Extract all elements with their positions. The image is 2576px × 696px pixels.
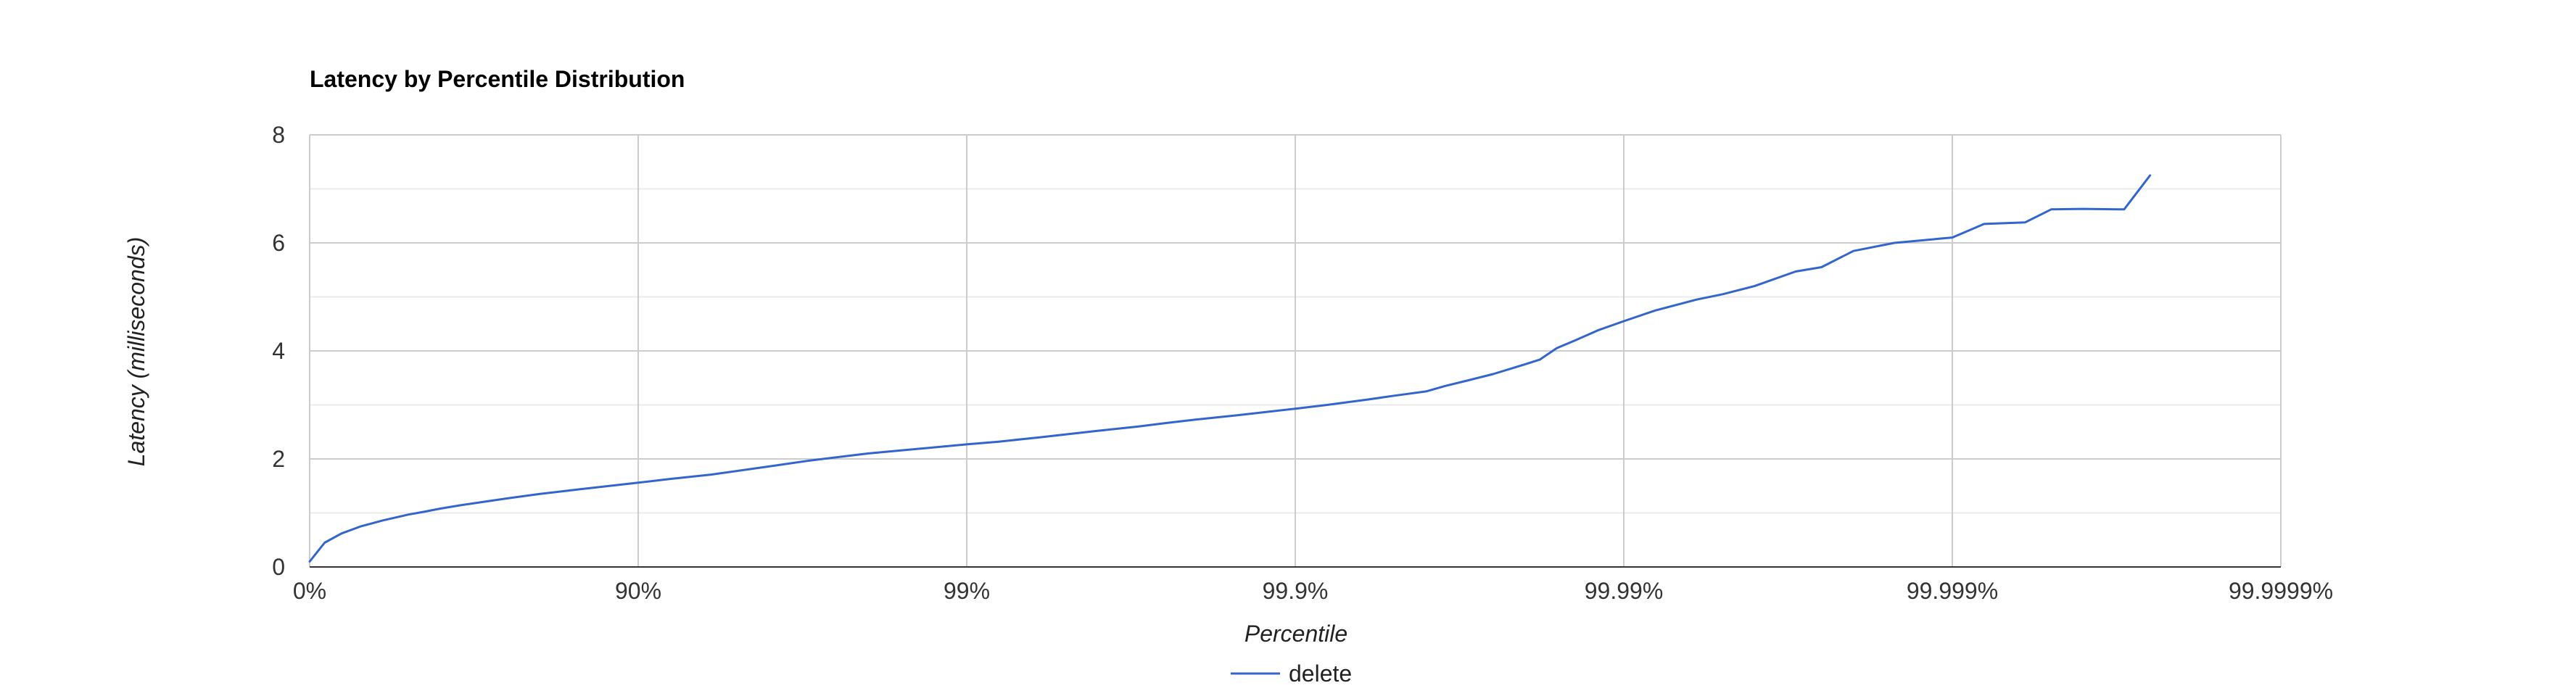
gridlines [309, 134, 2282, 567]
tick-labels: 0 2 4 6 8 0% 90% 99% 99.9% 99.99% 99.999% 99.9999% [272, 122, 2333, 604]
chart-title: Latency by Percentile Distribution [310, 66, 685, 92]
y-axis-title: Latency (milliseconds) [123, 237, 149, 467]
x-tick-label: 99.9% [1263, 578, 1329, 604]
legend[interactable]: delete [1231, 660, 1352, 687]
series-line-delete [308, 174, 2152, 563]
x-tick-label: 0% [293, 578, 326, 604]
y-tick-label: 0 [272, 554, 285, 580]
x-tick-label: 99.999% [1907, 578, 1998, 604]
x-tick-label: 99.99% [1585, 578, 1664, 604]
x-tick-label: 99.9999% [2229, 578, 2333, 604]
x-tick-label: 90% [615, 578, 661, 604]
y-tick-label: 6 [272, 230, 285, 256]
x-axis-title: Percentile [1244, 621, 1347, 647]
legend-label-delete: delete [1289, 660, 1352, 687]
y-tick-label: 2 [272, 446, 285, 472]
y-tick-label: 4 [272, 338, 285, 364]
series-layer [308, 174, 2152, 563]
y-tick-label: 8 [272, 122, 285, 148]
x-tick-label: 99% [944, 578, 990, 604]
